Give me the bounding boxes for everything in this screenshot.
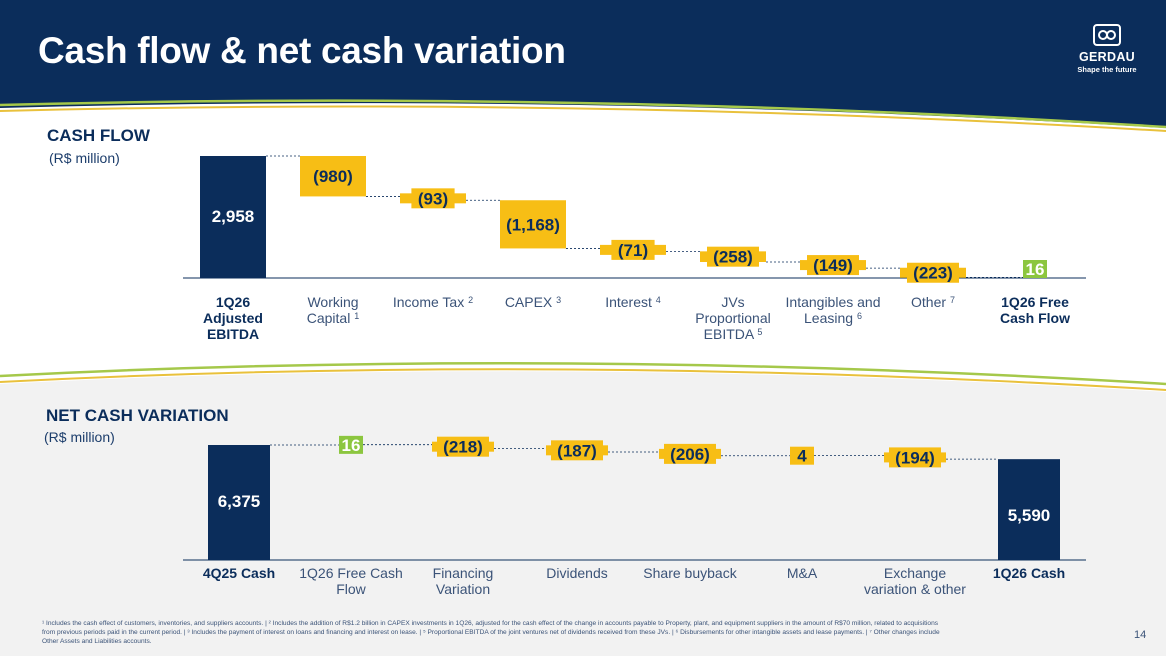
value-label-box <box>411 188 455 209</box>
category-label-text: 1Q26 Free Cash Flow <box>999 294 1070 326</box>
footnote-marker: 3 <box>556 295 562 305</box>
value-label-box <box>551 440 603 461</box>
value-label-box <box>611 239 655 260</box>
category-label-text: 1Q26 Free Cash Flow <box>299 565 403 597</box>
value-label-box <box>664 443 716 464</box>
gerdau-logo-icon <box>1093 24 1121 46</box>
logo-name: GERDAU <box>1079 50 1135 64</box>
category-label: Other 7 <box>885 294 981 310</box>
category-label-text: Income Tax <box>392 294 465 310</box>
cash-flow-section-title: CASH FLOW <box>47 126 150 145</box>
category-label-text: Working Capital <box>306 294 359 326</box>
footnote: ¹ Includes the cash effect of customers,… <box>42 620 940 645</box>
value-label-box <box>907 262 959 283</box>
header-band <box>0 0 1166 128</box>
value-label: (187) <box>557 441 597 460</box>
net-cash-variation-chart: 6,375 16 (218) (187) (206) 4 (194) 5,590 <box>183 435 1086 561</box>
waterfall-bar <box>790 446 814 465</box>
category-label-text: CAPEX <box>504 294 553 310</box>
cash-flow-section-subtitle: (R$ million) <box>49 150 120 166</box>
value-label-box <box>807 255 859 276</box>
category-label: Interest 4 <box>585 294 681 310</box>
category-label-text: Interest <box>605 294 652 310</box>
value-label-box <box>707 246 759 267</box>
waterfall-bar <box>500 200 566 249</box>
category-label-text: Intangibles and Leasing <box>785 294 881 326</box>
footnote-marker: 6 <box>856 311 862 321</box>
value-label: (980) <box>313 167 353 186</box>
value-label: (1,168) <box>506 215 560 234</box>
waterfall-bar <box>200 156 266 278</box>
value-label: 16 <box>1026 260 1045 279</box>
footnote-marker: 1 <box>354 311 360 321</box>
category-label: 4Q25 Cash <box>184 565 294 581</box>
value-label: 6,375 <box>218 492 261 511</box>
category-label: 1Q26 Free Cash Flow <box>296 565 406 597</box>
page-number: 14 <box>1134 629 1147 641</box>
waterfall-bar <box>208 445 270 560</box>
value-label-box <box>437 436 489 457</box>
net-cash-section-subtitle: (R$ million) <box>44 429 115 445</box>
category-label-text: M&A <box>786 565 818 581</box>
value-label: 4 <box>797 447 807 466</box>
value-label: (258) <box>713 248 753 267</box>
category-label: 1Q26 Adjusted EBITDA <box>185 294 281 342</box>
category-label: Working Capital 1 <box>285 294 381 326</box>
value-label: (93) <box>418 189 448 208</box>
category-label-text: Dividends <box>546 565 608 581</box>
value-label: (149) <box>813 256 853 275</box>
category-label-text: 1Q26 Adjusted EBITDA <box>203 294 263 342</box>
category-label: 1Q26 Cash <box>974 565 1084 581</box>
footnote-marker: 2 <box>468 295 474 305</box>
lower-panel-background <box>0 371 1166 656</box>
value-label: (206) <box>670 445 710 464</box>
category-label: Financing Variation <box>408 565 518 597</box>
header-green-line <box>0 99 1166 129</box>
cash-flow-chart: 2,958 (980) (93) (1,168) (71) (258) (149) (223)… <box>183 155 1086 283</box>
category-label-text: JVs Proportional EBITDA <box>695 294 771 342</box>
value-label: 16 <box>342 436 361 455</box>
category-label: Exchange variation & other <box>860 565 970 597</box>
waterfall-bar <box>998 459 1060 560</box>
category-label: Intangibles and Leasing 6 <box>785 294 881 326</box>
category-label-text: 1Q26 Cash <box>992 565 1066 581</box>
value-label: (194) <box>895 448 935 467</box>
footnote-marker: 4 <box>655 295 661 305</box>
category-label: Share buyback <box>635 565 745 581</box>
category-label: JVs Proportional EBITDA 5 <box>685 294 781 342</box>
category-label-text: Share buyback <box>643 565 737 581</box>
category-label-text: Financing Variation <box>432 565 494 597</box>
category-label: Income Tax 2 <box>385 294 481 310</box>
value-label: 2,958 <box>212 207 255 226</box>
waterfall-bar <box>339 435 363 454</box>
gerdau-logo: GERDAU Shape the future <box>1076 24 1138 84</box>
page-title: Cash flow & net cash variation <box>38 30 566 71</box>
footnote-marker: 5 <box>757 327 763 337</box>
header-gold-line <box>0 105 1166 132</box>
waterfall-bar <box>1023 260 1047 278</box>
category-label-text: Other <box>911 294 947 310</box>
category-label: Dividends <box>522 565 632 581</box>
value-label: (218) <box>443 438 483 457</box>
waterfall-bar <box>300 156 366 197</box>
net-cash-section-title: NET CASH VARIATION <box>46 406 229 425</box>
logo-tagline: Shape the future <box>1077 65 1137 74</box>
divider-gold-line <box>0 368 1166 391</box>
category-label: 1Q26 Free Cash Flow <box>987 294 1083 326</box>
footnote-marker: 7 <box>949 295 955 305</box>
value-label-box <box>889 447 941 468</box>
category-label: CAPEX 3 <box>485 294 581 310</box>
value-label: (223) <box>913 264 953 283</box>
category-label: M&A <box>747 565 857 581</box>
category-label-text: Exchange variation & other <box>864 565 966 597</box>
value-label: (71) <box>618 241 648 260</box>
divider-green-line <box>0 362 1166 386</box>
category-label-text: 4Q25 Cash <box>202 565 276 581</box>
value-label: 5,590 <box>1008 506 1051 525</box>
